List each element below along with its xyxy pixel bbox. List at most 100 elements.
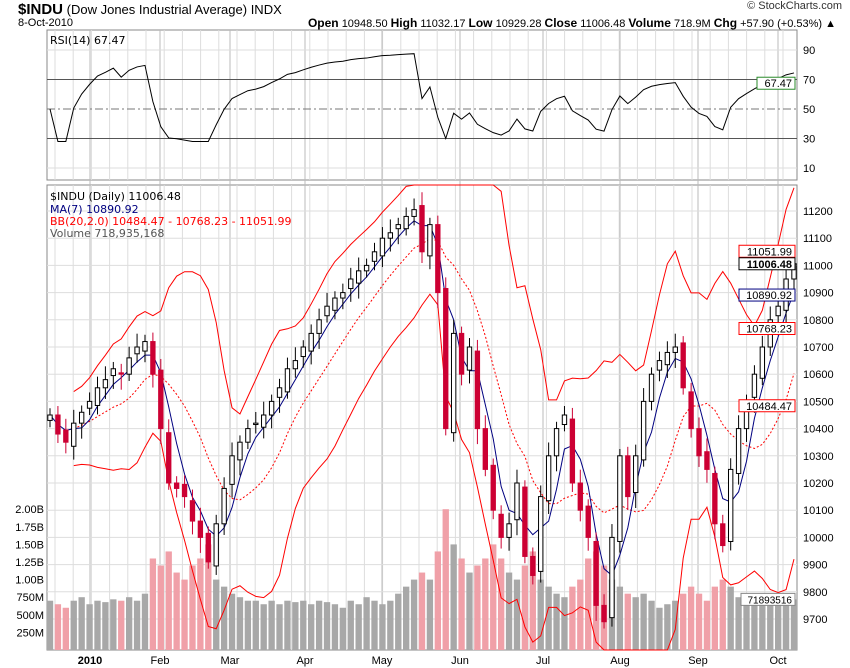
volume-bar xyxy=(521,565,529,650)
volume-bar xyxy=(664,604,671,650)
rsi-legend: RSI(14) 67.47 xyxy=(50,34,125,47)
volume-bar xyxy=(759,604,766,650)
candle-body xyxy=(704,451,710,470)
candle-body xyxy=(324,305,330,317)
candle-body xyxy=(545,455,552,502)
rsi-tick-label: 90 xyxy=(803,45,815,57)
volume-bar xyxy=(695,593,703,650)
candle-body xyxy=(530,555,536,576)
price-tick-label: 9700 xyxy=(803,614,827,626)
candle-body xyxy=(142,341,148,352)
candle-body xyxy=(403,215,409,230)
volume-bar xyxy=(181,579,188,650)
volume-bar xyxy=(78,597,85,650)
candle-body xyxy=(47,414,53,421)
volume-bar xyxy=(387,600,394,650)
candle-body xyxy=(633,455,639,494)
volume-bar xyxy=(331,604,339,650)
candle-body xyxy=(387,232,394,239)
x-tick-label: Sep xyxy=(688,655,708,667)
volume-bar xyxy=(46,600,54,650)
candle-body xyxy=(63,429,69,443)
volume-bar xyxy=(767,593,774,650)
price-tick-label: 9900 xyxy=(803,560,827,572)
price-tick-label: 10400 xyxy=(803,424,834,436)
rsi-tick-label: 10 xyxy=(803,163,815,175)
volume-bar xyxy=(347,600,354,650)
price-tick-label: 10700 xyxy=(803,342,834,354)
candle-body xyxy=(498,513,504,538)
price-tick-label: 10500 xyxy=(803,396,834,408)
volume-bar xyxy=(640,593,647,650)
rsi-panel xyxy=(46,29,798,181)
candle-body xyxy=(110,368,116,377)
volume-bar xyxy=(490,544,497,650)
x-tick-label: Oct xyxy=(769,655,786,667)
volume-bar xyxy=(782,597,790,650)
candle-body xyxy=(577,482,583,511)
candle-body xyxy=(276,387,283,398)
candle-body xyxy=(474,350,481,430)
volume-bar xyxy=(252,600,259,650)
volume-tag xyxy=(740,592,796,606)
volume-bar xyxy=(260,604,267,650)
volume-bar xyxy=(482,558,489,650)
volume-bar xyxy=(426,579,434,650)
candle-body xyxy=(617,455,623,542)
candle-body xyxy=(712,472,718,525)
price-tick-label: 10300 xyxy=(803,451,834,463)
rsi-tag xyxy=(756,76,796,90)
volume-bar xyxy=(308,604,315,650)
exchange: INDX xyxy=(250,2,282,17)
volume-bar xyxy=(616,586,624,650)
candle-body xyxy=(625,455,631,498)
candle-body xyxy=(300,346,306,358)
x-tick-label: Feb xyxy=(151,655,170,667)
volume-bar xyxy=(173,572,180,650)
volume-bar xyxy=(228,593,236,650)
ma-legend: MA(7) 10890.92 xyxy=(50,203,139,216)
volume-bar xyxy=(110,599,117,650)
candle-body xyxy=(443,288,449,430)
volume-bar xyxy=(719,579,726,650)
x-tick-label: Mar xyxy=(221,655,240,667)
volume-bar xyxy=(711,586,719,650)
x-tick-label: May xyxy=(372,655,393,667)
rsi-tick-label: 70 xyxy=(803,75,815,87)
volume-tag-value: 71893516 xyxy=(748,595,793,606)
chart-title: $INDU (Dow Jones Industrial Average) IND… xyxy=(18,1,282,18)
volume-bar xyxy=(165,551,172,650)
candle-body xyxy=(728,468,734,542)
volume-bar xyxy=(703,600,711,650)
volume-bar xyxy=(505,572,513,650)
price-tag-bb_lower: 10484.47 xyxy=(746,401,792,413)
candle-body xyxy=(419,205,425,253)
candle-body xyxy=(371,251,378,262)
volume-bar xyxy=(94,600,101,650)
candle-body xyxy=(751,373,758,398)
candle-body xyxy=(221,487,227,525)
candle-body xyxy=(664,351,671,366)
candle-body xyxy=(538,496,544,572)
volume-tick-label: 1.75B xyxy=(15,522,44,534)
candle-body xyxy=(268,400,275,416)
close-label: Close xyxy=(544,16,578,30)
volume-bar xyxy=(236,597,244,650)
volume-bar xyxy=(220,586,228,650)
volume-bar xyxy=(125,597,133,650)
candle-body xyxy=(688,391,694,430)
volume-bar xyxy=(497,558,505,650)
candle-body xyxy=(150,341,156,375)
candle-body xyxy=(553,428,560,457)
chart-date: 8-Oct-2010 xyxy=(18,17,74,29)
candle-body xyxy=(166,432,172,484)
volume-bar xyxy=(284,600,291,650)
candle-body xyxy=(253,422,259,426)
candle-body xyxy=(356,270,362,284)
price-tick-label: 11200 xyxy=(803,206,833,218)
volume-bar xyxy=(213,579,220,650)
price-tick-label: 11000 xyxy=(803,260,833,272)
candle-body xyxy=(735,428,742,474)
volume-bar xyxy=(395,593,402,650)
quote-summary: Open 10948.50 High 11032.17 Low 10929.28… xyxy=(308,16,836,30)
